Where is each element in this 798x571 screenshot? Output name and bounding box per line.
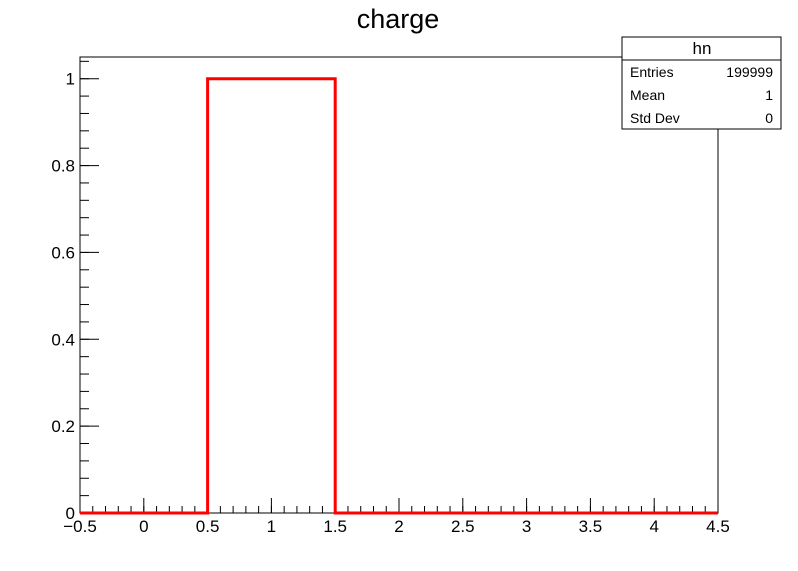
y-tick-label: 0.2 <box>51 417 75 436</box>
x-tick-label: −0.5 <box>63 517 97 536</box>
x-tick-label: 0 <box>139 517 148 536</box>
x-tick-label: 4 <box>649 517 658 536</box>
y-tick-label: 0.4 <box>51 330 75 349</box>
y-tick-label: 1 <box>66 70 75 89</box>
y-tick-label: 0.6 <box>51 243 75 262</box>
stats-entries-value: 199999 <box>726 64 773 80</box>
histogram-line <box>80 77 718 515</box>
x-tick-label: 4.5 <box>706 517 730 536</box>
stats-box-title: hn <box>693 39 712 58</box>
stats-stddev-label: Std Dev <box>630 110 680 126</box>
x-tick-label: 3 <box>522 517 531 536</box>
y-tick-label: 0 <box>66 504 75 523</box>
x-tick-label: 0.5 <box>196 517 220 536</box>
stats-box: hn Entries 199999 Mean 1 Std Dev 0 <box>621 36 782 130</box>
y-minor-ticks <box>80 60 89 514</box>
x-tick-label: 1.5 <box>323 517 347 536</box>
y-axis-ticks: 0 0.2 0.4 0.6 0.8 1 <box>51 70 99 523</box>
stats-stddev-value: 0 <box>765 110 773 126</box>
x-tick-label: 1 <box>267 517 276 536</box>
stats-box-frame <box>621 36 782 130</box>
y-tick-label: 0.8 <box>51 157 75 176</box>
x-tick-label: 3.5 <box>579 517 603 536</box>
x-tick-label: 2 <box>394 517 403 536</box>
stats-mean-label: Mean <box>630 87 665 103</box>
x-axis-ticks: −0.5 0 0.5 1 1.5 2 2.5 3 3.5 4 4.5 <box>63 498 730 536</box>
chart-title: charge <box>357 4 440 34</box>
x-tick-label: 2.5 <box>451 517 475 536</box>
stats-mean-value: 1 <box>765 87 773 103</box>
stats-entries-label: Entries <box>630 64 674 80</box>
